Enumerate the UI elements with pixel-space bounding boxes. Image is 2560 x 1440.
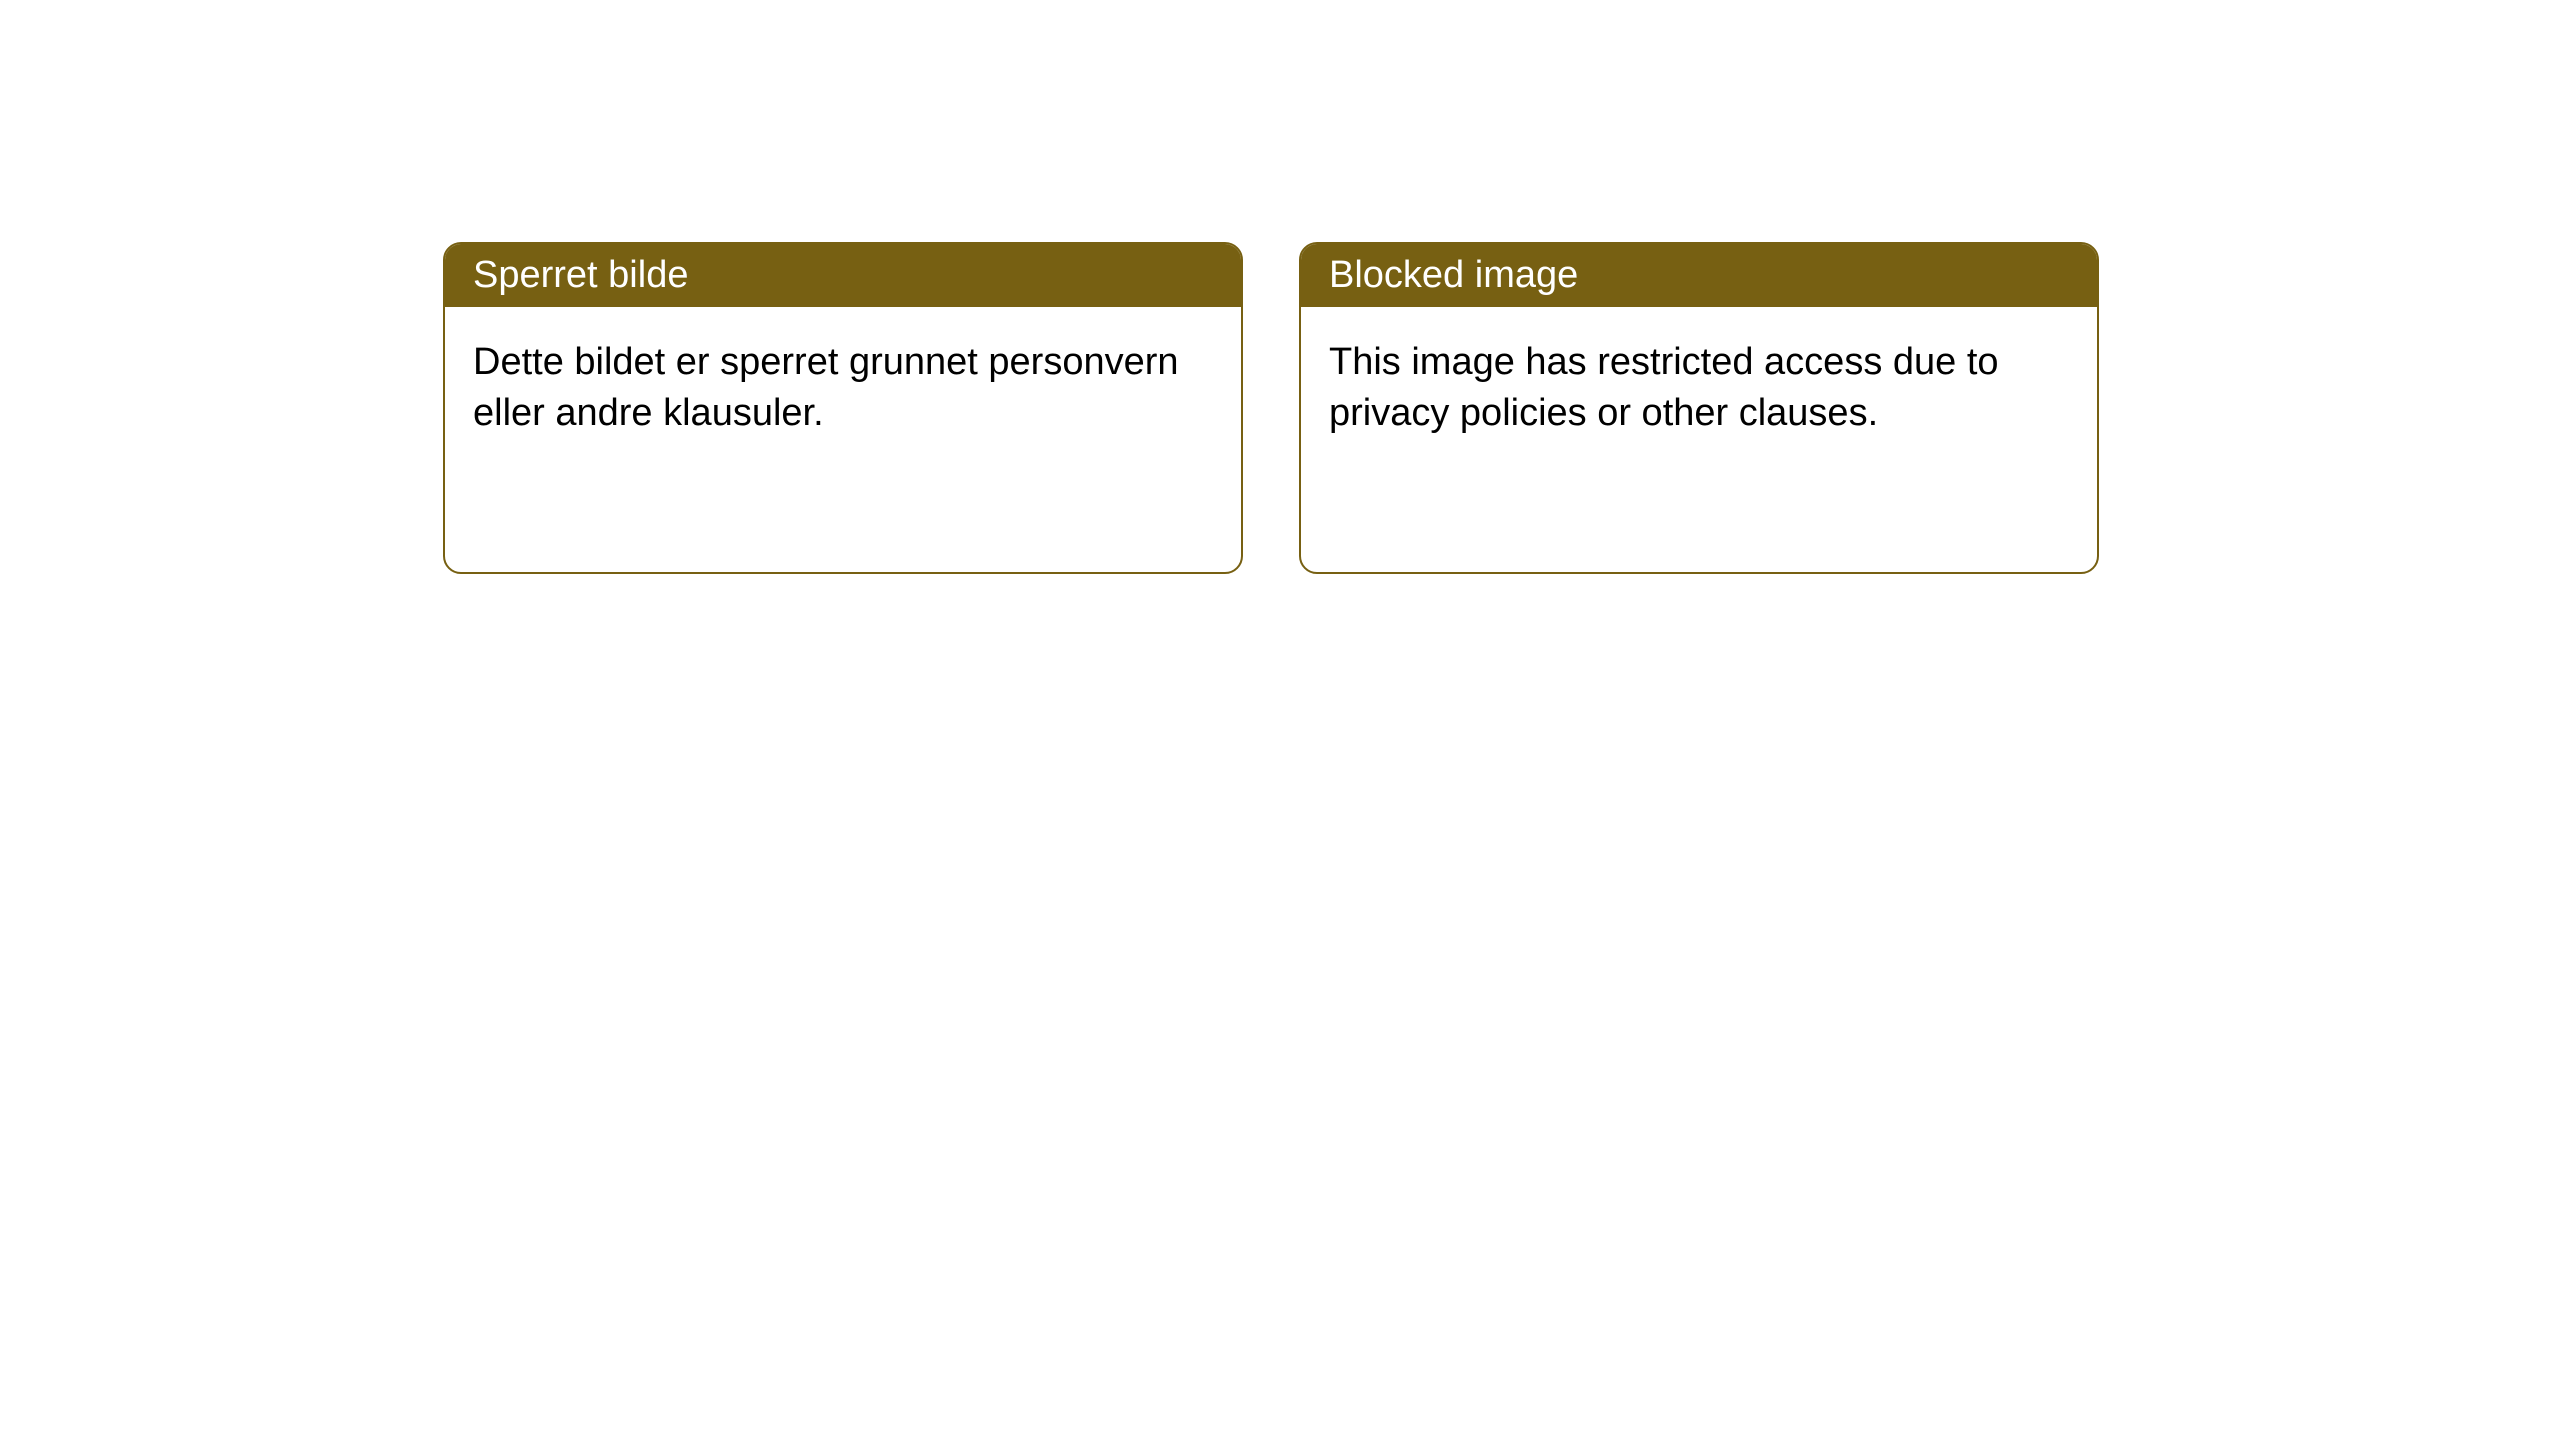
card-message-en: This image has restricted access due to … — [1301, 307, 2097, 470]
blocked-image-card-en: Blocked image This image has restricted … — [1299, 242, 2099, 574]
card-message-no: Dette bildet er sperret grunnet personve… — [445, 307, 1241, 470]
card-title-en: Blocked image — [1301, 244, 2097, 307]
card-title-no: Sperret bilde — [445, 244, 1241, 307]
notice-cards-container: Sperret bilde Dette bildet er sperret gr… — [0, 0, 2560, 574]
blocked-image-card-no: Sperret bilde Dette bildet er sperret gr… — [443, 242, 1243, 574]
